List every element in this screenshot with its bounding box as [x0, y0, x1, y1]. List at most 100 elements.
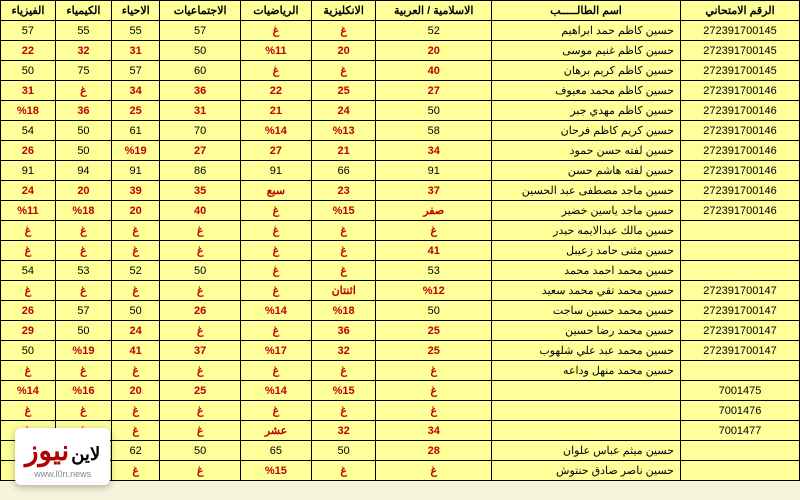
exam-id: 7001475	[681, 381, 800, 401]
table-row: 272391700146حسين كاظم مهدي جبر5024213125…	[1, 101, 800, 121]
score-cell: 50	[55, 141, 111, 161]
score-cell: %14	[1, 381, 56, 401]
table-row: 272391700145حسين كاظم حمد ابراهيم52غغ575…	[1, 21, 800, 41]
table-row: 272391700146حسين لفته هاشم حسن9166918691…	[1, 161, 800, 181]
student-name: حسين محمد حسين ساجت	[492, 301, 681, 321]
table-row: 70014773432عشرغغغغ	[1, 421, 800, 441]
score-cell: 91	[1, 161, 56, 181]
score-cell: %18	[1, 101, 56, 121]
student-name: حسين كاظم كريم برهان	[492, 61, 681, 81]
score-cell: %14	[240, 301, 311, 321]
student-name: حسين محمد تقي محمد سعيد	[492, 281, 681, 301]
score-cell: غ	[1, 401, 56, 421]
exam-id: 272391700146	[681, 81, 800, 101]
score-cell: 24	[112, 321, 160, 341]
score-cell: 55	[55, 21, 111, 41]
score-cell: 58	[376, 121, 492, 141]
score-cell: 61	[112, 121, 160, 141]
score-cell: 23	[311, 181, 376, 201]
score-cell: 54	[1, 261, 56, 281]
table-row: حسين ناصر صادق حنتوشغغ%15غغ%16عشر	[1, 461, 800, 481]
score-cell: غ	[55, 81, 111, 101]
score-cell: غ	[1, 221, 56, 241]
student-name: حسين ناصر صادق حنتوش	[492, 461, 681, 481]
score-cell: 54	[1, 121, 56, 141]
score-cell: 26	[1, 301, 56, 321]
score-cell: 91	[240, 161, 311, 181]
score-cell: 25	[311, 81, 376, 101]
score-cell: 57	[112, 61, 160, 81]
score-cell: غ	[1, 241, 56, 261]
table-row: 272391700147حسين محمد رضا حسين2536غغ2450…	[1, 321, 800, 341]
score-cell: 50	[311, 441, 376, 461]
table-row: 272391700146حسين كريم كاظم فرحان58%13%14…	[1, 121, 800, 141]
score-cell: 25	[160, 381, 241, 401]
col-header: الرياضيات	[240, 1, 311, 21]
student-name	[492, 381, 681, 401]
table-row: 272391700147حسين محمد تقي محمد سعيد%12اث…	[1, 281, 800, 301]
table-row: حسين ميثم عباس علوان28506550625039	[1, 441, 800, 461]
score-cell: %11	[240, 41, 311, 61]
score-cell: غ	[55, 361, 111, 381]
score-cell: غ	[311, 361, 376, 381]
score-cell: 91	[112, 161, 160, 181]
student-name: حسين ميثم عباس علوان	[492, 441, 681, 461]
table-row: 7001475غ%15%142520%16%14	[1, 381, 800, 401]
exam-id: 272391700146	[681, 201, 800, 221]
score-cell: اثنتان	[311, 281, 376, 301]
student-name: حسين محمد رضا حسين	[492, 321, 681, 341]
score-cell: غ	[311, 241, 376, 261]
score-cell: 57	[160, 21, 241, 41]
score-cell: غ	[112, 421, 160, 441]
score-cell: 26	[1, 141, 56, 161]
score-cell: %14	[240, 121, 311, 141]
score-cell: 40	[160, 201, 241, 221]
student-name	[492, 401, 681, 421]
score-cell: غ	[240, 221, 311, 241]
score-cell: غ	[55, 221, 111, 241]
score-cell: 70	[160, 121, 241, 141]
results-table: الرقم الامتحانياسم الطالـــــبالاسلامية …	[0, 0, 800, 481]
col-header: الانكليزية	[311, 1, 376, 21]
score-cell: 53	[55, 261, 111, 281]
logo-brand: نيوز	[25, 434, 69, 467]
score-cell: غ	[112, 241, 160, 261]
score-cell: 52	[112, 261, 160, 281]
score-cell: غ	[240, 21, 311, 41]
score-cell: 31	[160, 101, 241, 121]
score-cell: 41	[376, 241, 492, 261]
score-cell: 36	[160, 81, 241, 101]
score-cell: 20	[112, 381, 160, 401]
score-cell: 50	[376, 301, 492, 321]
score-cell: غ	[311, 61, 376, 81]
score-cell: غ	[376, 381, 492, 401]
score-cell: 31	[112, 41, 160, 61]
score-cell: 27	[160, 141, 241, 161]
student-name: حسين لفته حسن حمود	[492, 141, 681, 161]
score-cell: 22	[240, 81, 311, 101]
score-cell: 36	[311, 321, 376, 341]
student-name: حسين مالك عبدالايمه حيدر	[492, 221, 681, 241]
exam-id	[681, 261, 800, 281]
score-cell: 50	[1, 341, 56, 361]
score-cell: غ	[160, 401, 241, 421]
exam-id: 7001476	[681, 401, 800, 421]
student-name: حسين كاظم محمد معيوف	[492, 81, 681, 101]
score-cell: 20	[311, 41, 376, 61]
score-cell: غ	[240, 61, 311, 81]
col-header: الاسلامية / العربية	[376, 1, 492, 21]
score-cell: 57	[55, 301, 111, 321]
col-header: الفيزياء	[1, 1, 56, 21]
score-cell: 27	[240, 141, 311, 161]
score-cell: 32	[311, 421, 376, 441]
score-cell: 27	[376, 81, 492, 101]
score-cell: 91	[376, 161, 492, 181]
score-cell: 28	[376, 441, 492, 461]
score-cell: 52	[376, 21, 492, 41]
table-row: حسين مالك عبدالايمه حيدرغغغغغغغ	[1, 221, 800, 241]
student-name: حسين كريم كاظم فرحان	[492, 121, 681, 141]
exam-id: 272391700147	[681, 321, 800, 341]
student-name: حسين ماجد مصطفى عبد الحسين	[492, 181, 681, 201]
score-cell: 24	[311, 101, 376, 121]
score-cell: غ	[112, 281, 160, 301]
